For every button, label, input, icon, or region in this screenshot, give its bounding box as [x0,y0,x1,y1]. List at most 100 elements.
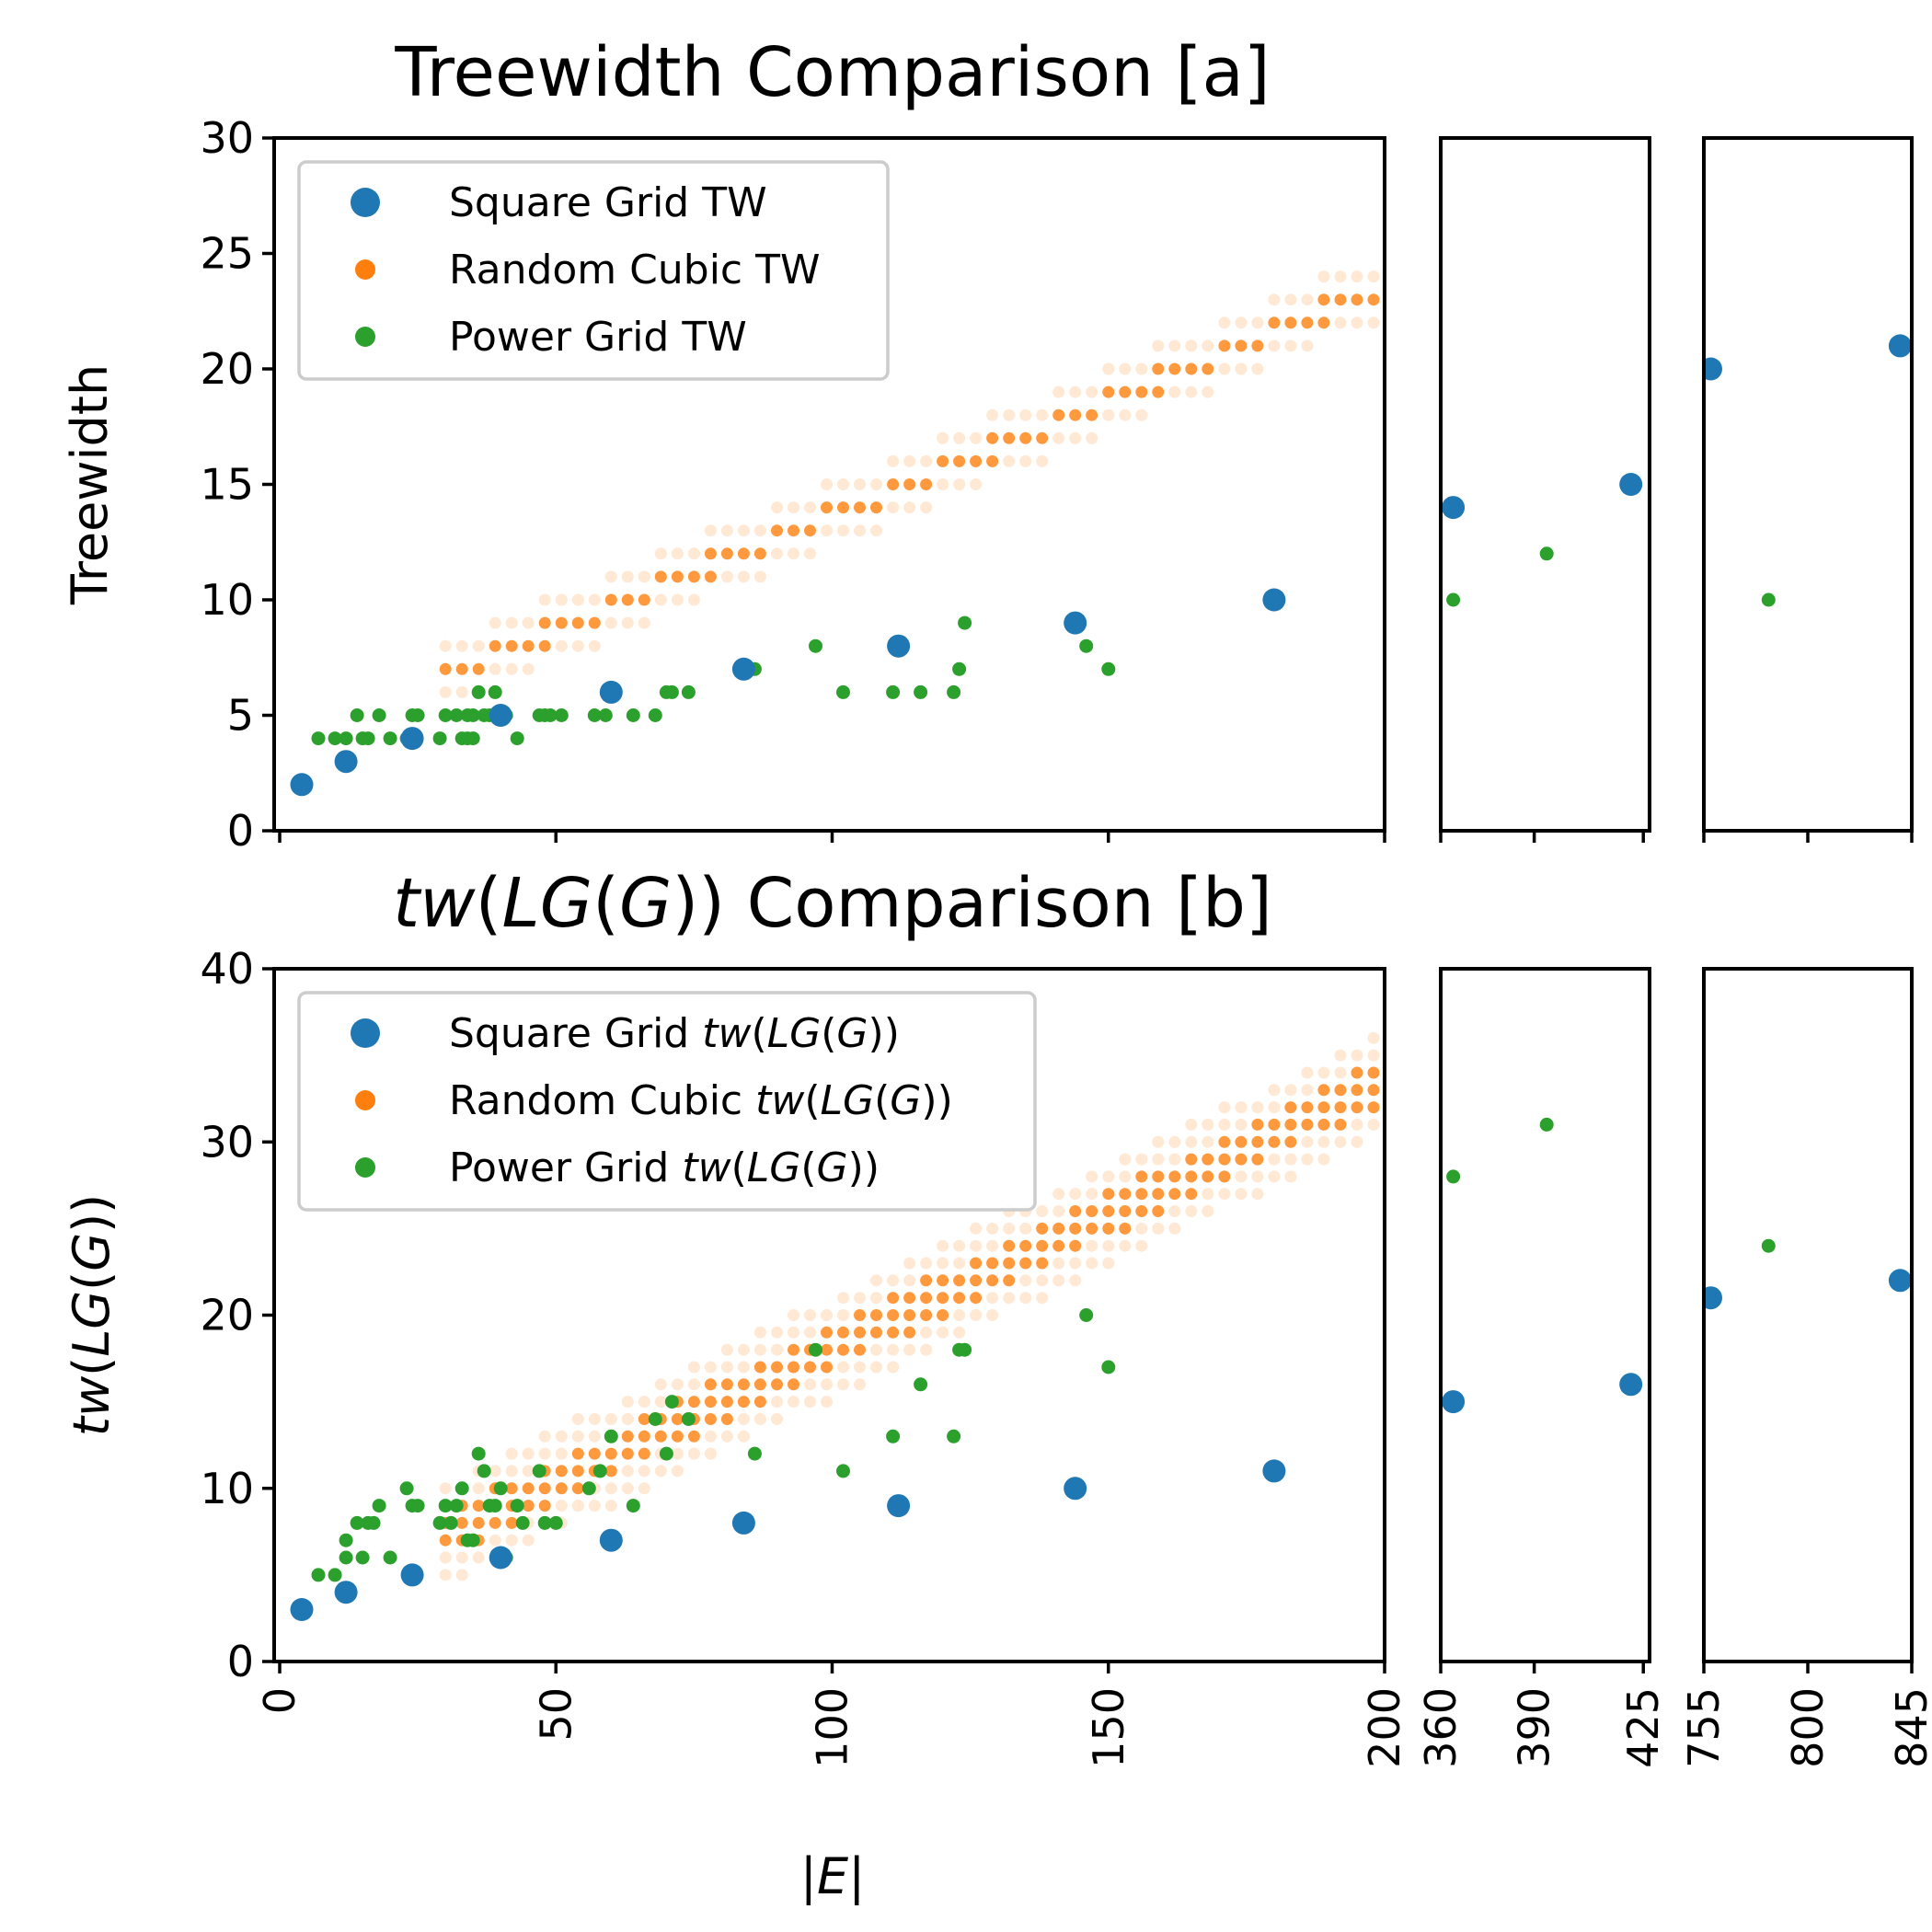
random-cubic-point [1152,1188,1165,1201]
power-grid-point [626,1499,640,1513]
random-cubic-point [1135,408,1148,421]
random-cubic-point [1003,431,1016,444]
random-cubic-point [903,1326,916,1339]
x-tick-label: 360 [1416,1687,1466,1768]
random-cubic-point [1367,1066,1380,1079]
power-grid-point [952,661,967,676]
square-grid-point [1064,611,1087,635]
square-grid-point [334,1581,358,1604]
power-grid-point [488,684,502,699]
random-cubic-point [538,1500,551,1512]
random-cubic-point [821,1396,833,1409]
random-cubic-point [538,1482,551,1495]
power-grid-point [604,1429,618,1443]
random-cubic-point [771,524,783,537]
axes-frame-segment-2 [1439,136,1651,833]
random-cubic-point [505,1516,518,1529]
random-cubic-point [671,570,684,583]
random-cubic-point [1168,362,1181,375]
random-cubic-point [1069,385,1082,398]
random-cubic-point [621,1465,634,1478]
legend-entry: Random Cubic TW [449,247,820,293]
random-cubic-point [753,1343,766,1356]
random-cubic-point [704,1361,717,1374]
random-cubic-point [1102,1222,1115,1235]
random-cubic-point [638,593,650,606]
random-cubic-point [1086,1222,1098,1235]
random-cubic-point [903,454,916,467]
random-cubic-point [937,1257,949,1270]
random-cubic-point [737,1378,750,1391]
random-cubic-point [837,478,849,490]
plot-area-segment-1 [290,1031,1380,1621]
random-cubic-point [522,1447,535,1460]
random-cubic-point [1218,1188,1231,1201]
random-cubic-point [489,1465,501,1478]
random-cubic-point [604,616,617,629]
random-cubic-point [1019,1239,1032,1252]
random-cubic-point [920,1274,933,1287]
random-cubic-point [720,524,733,537]
random-cubic-point [788,1309,799,1321]
random-cubic-point [970,478,983,490]
random-cubic-point [970,1222,983,1235]
random-cubic-point [671,1413,684,1425]
square-grid-point [1888,334,1912,358]
square-grid-point [334,750,358,774]
random-cubic-point [1202,1188,1214,1201]
random-cubic-point [571,1430,584,1443]
random-cubic-point [489,1516,501,1529]
random-cubic-point [771,1343,783,1356]
random-cubic-point [788,1396,799,1409]
random-cubic-point [1334,1135,1347,1148]
random-cubic-point [1168,1222,1181,1235]
random-cubic-point [1185,1188,1198,1201]
random-cubic-point [638,616,650,629]
random-cubic-point [1235,316,1248,329]
power-grid-point [664,684,679,699]
random-cubic-point [1135,362,1148,375]
random-cubic-point [687,593,700,606]
power-grid-point [537,1515,552,1530]
random-cubic-point [1052,1222,1065,1235]
random-cubic-point [1367,1031,1380,1044]
random-cubic-point [837,1378,849,1391]
power-grid-point [466,731,480,746]
random-cubic-point [887,1274,900,1287]
y-tick-label: 30 [200,1117,254,1167]
power-grid-point [438,708,453,722]
legend-marker-power [355,327,375,347]
random-cubic-point [522,1534,535,1547]
random-cubic-point [854,1292,866,1305]
power-grid-point [410,1499,425,1513]
random-cubic-point [1202,385,1214,398]
random-cubic-point [1235,1153,1248,1166]
random-cubic-point [937,1292,949,1305]
legend-marker-power [355,1157,375,1178]
y-tick-label: 0 [227,1637,254,1686]
random-cubic-point [1102,1205,1115,1217]
random-cubic-point [1152,1222,1165,1235]
power-grid-point [681,684,696,699]
random-cubic-point [472,1516,485,1529]
random-cubic-point [937,1326,949,1339]
random-cubic-point [1202,1153,1214,1166]
power-grid-point [1761,1238,1776,1253]
random-cubic-point [1019,1257,1032,1270]
power-grid-point [914,684,928,699]
random-cubic-point [771,547,783,560]
random-cubic-point [937,454,949,467]
power-grid-point [366,1515,381,1530]
random-cubic-point [737,1361,750,1374]
random-cubic-point [821,1309,833,1321]
random-cubic-point [737,1396,750,1409]
random-cubic-point [1202,1135,1214,1148]
random-cubic-point [788,1361,799,1374]
random-cubic-point [1367,316,1380,329]
power-grid-point [488,1499,502,1513]
random-cubic-point [1268,1101,1281,1114]
random-cubic-point [903,501,916,514]
random-cubic-point [1218,1153,1231,1166]
random-cubic-point [604,1500,617,1512]
